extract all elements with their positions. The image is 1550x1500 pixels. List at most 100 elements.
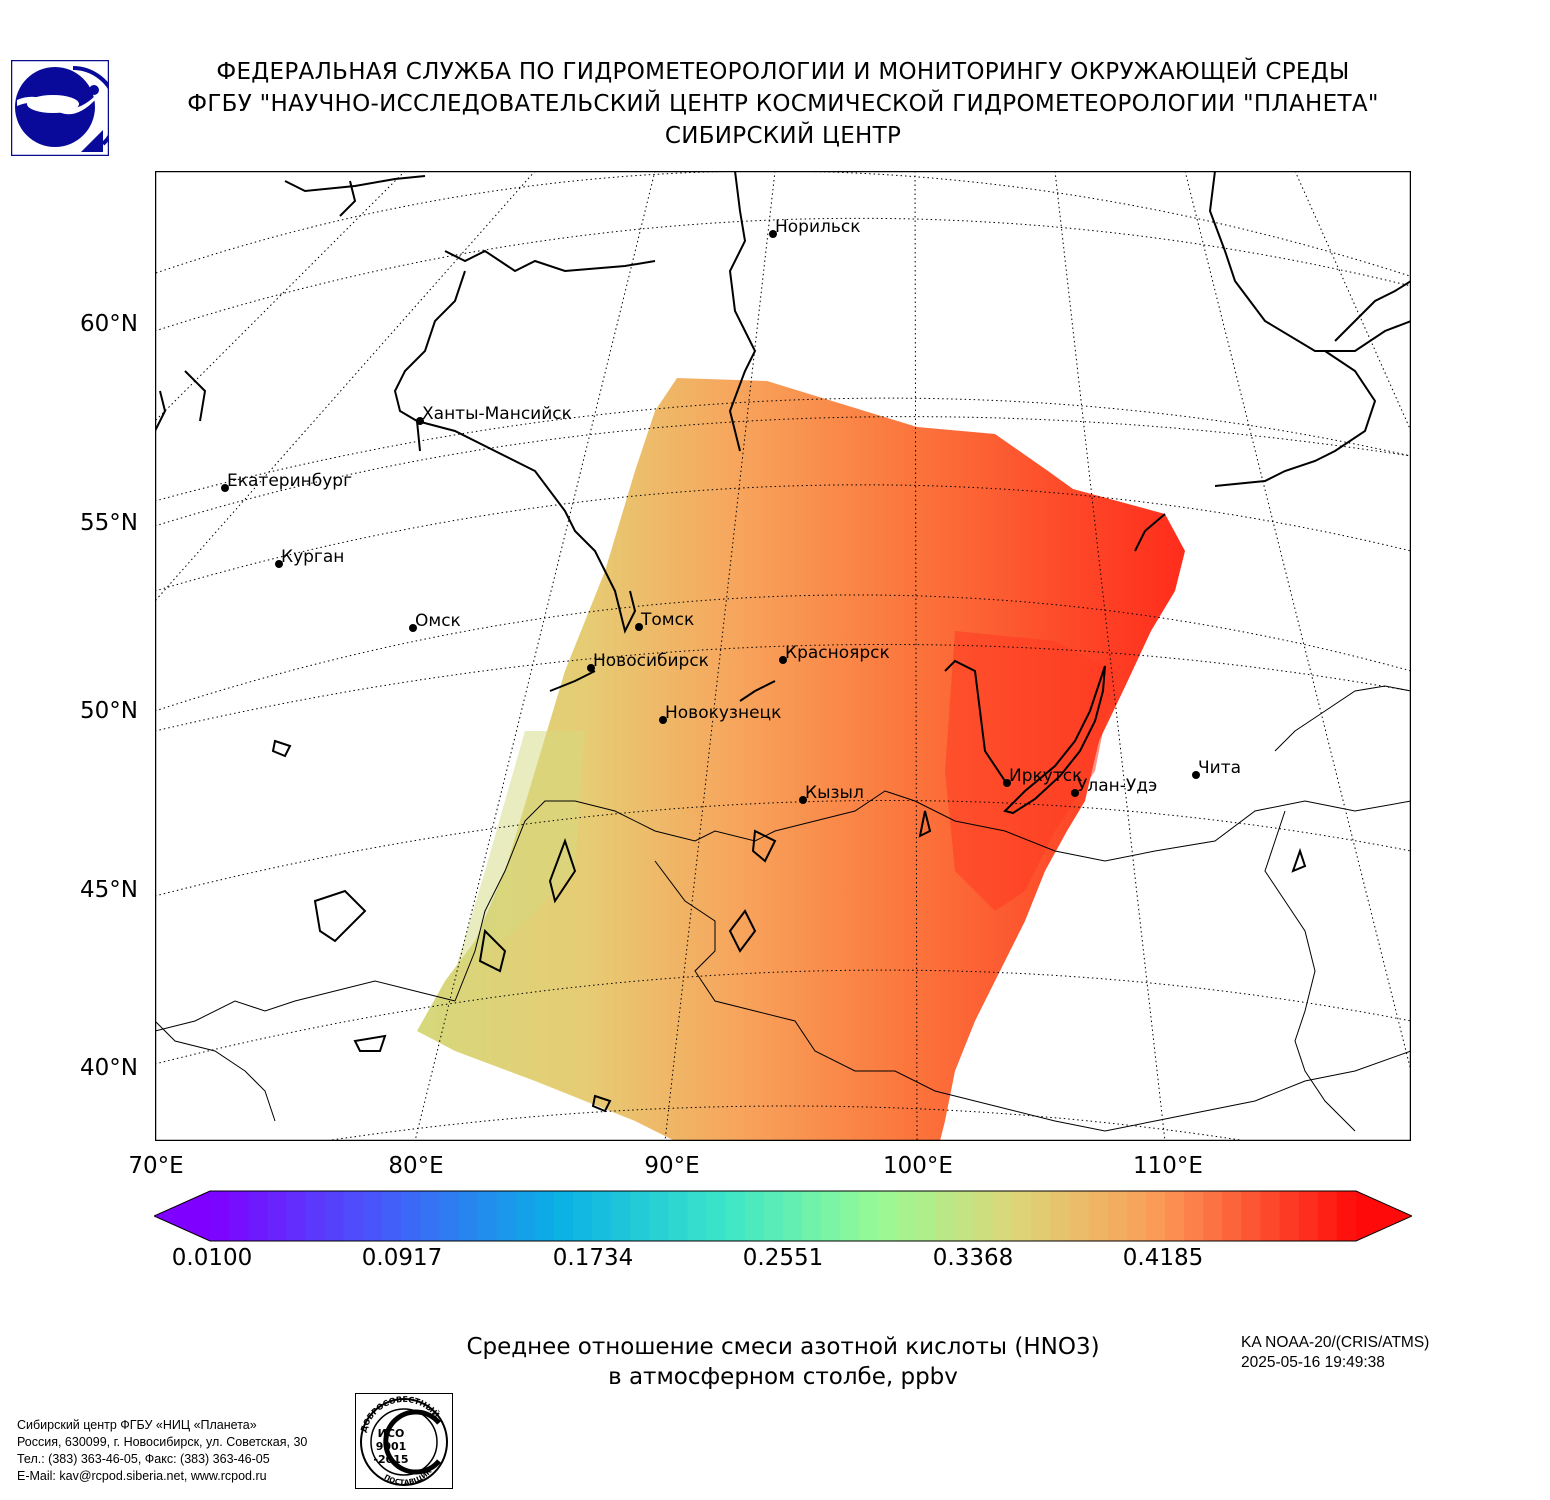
city-marker — [1071, 789, 1079, 797]
colorbar-segment — [859, 1191, 880, 1241]
city-marker — [779, 656, 787, 664]
graticule-meridians — [155, 171, 1411, 1141]
colorbar-segment — [553, 1191, 574, 1241]
colorbar-segment — [420, 1191, 440, 1241]
colorbar-segment — [1126, 1191, 1147, 1241]
lon-label-100: 100°E — [883, 1153, 953, 1179]
iso-text-1: ИСО — [378, 1427, 405, 1440]
colorbar-segment — [974, 1191, 994, 1241]
colorbar-segment — [1317, 1191, 1338, 1241]
lon-label-110: 110°E — [1133, 1153, 1203, 1179]
colorbar-segment — [897, 1191, 918, 1241]
city-marker — [635, 623, 643, 631]
city-label: Новокузнецк — [665, 703, 781, 723]
city-label: Томск — [640, 610, 694, 630]
map-title-line-2: в атмосферном столбе, ppbv — [608, 1364, 958, 1390]
colorbar-segment — [611, 1191, 631, 1241]
colorbar-tick-1: 0.0917 — [361, 1245, 443, 1271]
city-label: Чита — [1198, 758, 1241, 778]
colorbar-segment — [1279, 1191, 1300, 1241]
colorbar-segment — [993, 1191, 1013, 1241]
rivers-and-coasts — [155, 171, 1411, 702]
city-marker — [416, 417, 424, 425]
colorbar-segment — [1241, 1191, 1262, 1241]
colorbar-segment — [248, 1191, 268, 1241]
lat-label-60: 60°N — [80, 311, 138, 337]
lon-label-90: 90°E — [644, 1153, 700, 1179]
iso-text-2: 9001 — [376, 1440, 407, 1453]
colorbar-tick-2: 0.1734 — [552, 1245, 634, 1271]
city-label: Иркутск — [1009, 766, 1082, 786]
colorbar-segment — [1203, 1191, 1223, 1241]
city-label: Улан-Удэ — [1077, 776, 1157, 796]
swath-cool-edge — [455, 731, 585, 971]
colorbar-segment — [687, 1191, 708, 1241]
header-line-2: ФГБУ "НАУЧНО-ИССЛЕДОВАТЕЛЬСКИЙ ЦЕНТР КОС… — [187, 91, 1379, 117]
colorbar-segment — [878, 1191, 899, 1241]
organization-info: Сибирский центр ФГБУ «НИЦ «Планета» Росс… — [17, 1417, 307, 1485]
colorbar-segment — [458, 1191, 478, 1241]
city-label: Кызыл — [805, 783, 864, 803]
colorbar-segment — [668, 1191, 689, 1241]
lake-baikal — [1003, 665, 1106, 815]
colorbar-segment — [305, 1191, 326, 1241]
city-marker — [587, 664, 595, 672]
colorbar-segment — [1165, 1191, 1185, 1241]
colorbar-tick-3: 0.2551 — [742, 1245, 824, 1271]
colorbar-segment — [1012, 1191, 1032, 1241]
city-marker — [659, 716, 667, 724]
colorbar-segment — [935, 1191, 956, 1241]
colorbar-segment — [286, 1191, 307, 1241]
colorbar-segment — [210, 1191, 230, 1241]
colorbar-segment — [706, 1191, 727, 1241]
colorbar-segment — [725, 1191, 746, 1241]
header-line-1: ФЕДЕРАЛЬНАЯ СЛУЖБА ПО ГИДРОМЕТЕОРОЛОГИИ … — [216, 59, 1350, 85]
colorbar-segments — [154, 1191, 1412, 1241]
city-marker — [221, 484, 229, 492]
colorbar-segment — [1050, 1191, 1071, 1241]
org-line-1: Сибирский центр ФГБУ «НИЦ «Планета» — [17, 1418, 257, 1432]
colorbar-segment — [401, 1191, 421, 1241]
map-title-line-1: Среднее отношение смеси азотной кислоты … — [466, 1334, 1100, 1360]
city-marker — [275, 560, 283, 568]
colorbar-extend-low — [154, 1191, 210, 1241]
colorbar-segment — [916, 1191, 937, 1241]
colorbar-tick-4: 0.3368 — [932, 1245, 1014, 1271]
city-label: Ханты-Мансийск — [422, 404, 572, 424]
colorbar-segment — [630, 1191, 650, 1241]
org-line-3: Тел.: (383) 363-46-05, Факс: (383) 363-4… — [17, 1452, 270, 1466]
planeta-logo-icon — [11, 60, 109, 156]
colorbar-segment — [1184, 1191, 1204, 1241]
cities-layer: Норильск Ханты-Мансийск Екатеринбург Курган… — [221, 217, 1241, 804]
org-line-4: E-Mail: kav@rcpod.siberia.net, www.rcpod… — [17, 1469, 267, 1483]
city-label: Курган — [281, 547, 344, 567]
colorbar-segment — [592, 1191, 612, 1241]
colorbar-segment — [744, 1191, 765, 1241]
satellite-name: KA NOAA-20/(CRIS/ATMS) — [1241, 1334, 1430, 1351]
lat-label-45: 45°N — [80, 877, 138, 903]
colorbar-outline — [154, 1190, 1412, 1242]
colorbar-segment — [515, 1191, 536, 1241]
colorbar-segment — [343, 1191, 364, 1241]
colorbar-segment — [821, 1191, 841, 1241]
city-label: Красноярск — [785, 643, 890, 663]
city-marker — [769, 230, 777, 238]
colorbar-segment — [496, 1191, 517, 1241]
colorbar-segment — [840, 1191, 860, 1241]
colorbar-extend-high — [1356, 1191, 1412, 1241]
colorbar-segment — [267, 1191, 287, 1241]
lat-label-50: 50°N — [80, 698, 138, 724]
colorbar-segment — [1145, 1191, 1166, 1241]
colorbar-segment — [783, 1191, 803, 1241]
lon-label-70: 70°E — [128, 1153, 184, 1179]
lat-label-40: 40°N — [80, 1055, 138, 1081]
map-title: Среднее отношение смеси азотной кислоты … — [350, 1332, 1216, 1392]
colorbar-segment — [649, 1191, 669, 1241]
lon-label-80: 80°E — [388, 1153, 444, 1179]
colorbar-segment — [362, 1191, 383, 1241]
colorbar-segment — [763, 1191, 784, 1241]
data-swath — [417, 378, 1185, 1141]
colorbar-segment — [1088, 1191, 1109, 1241]
satellite-info: KA NOAA-20/(CRIS/ATMS) 2025-05-16 19:49:… — [1241, 1333, 1429, 1373]
colorbar-segment — [1222, 1191, 1242, 1241]
